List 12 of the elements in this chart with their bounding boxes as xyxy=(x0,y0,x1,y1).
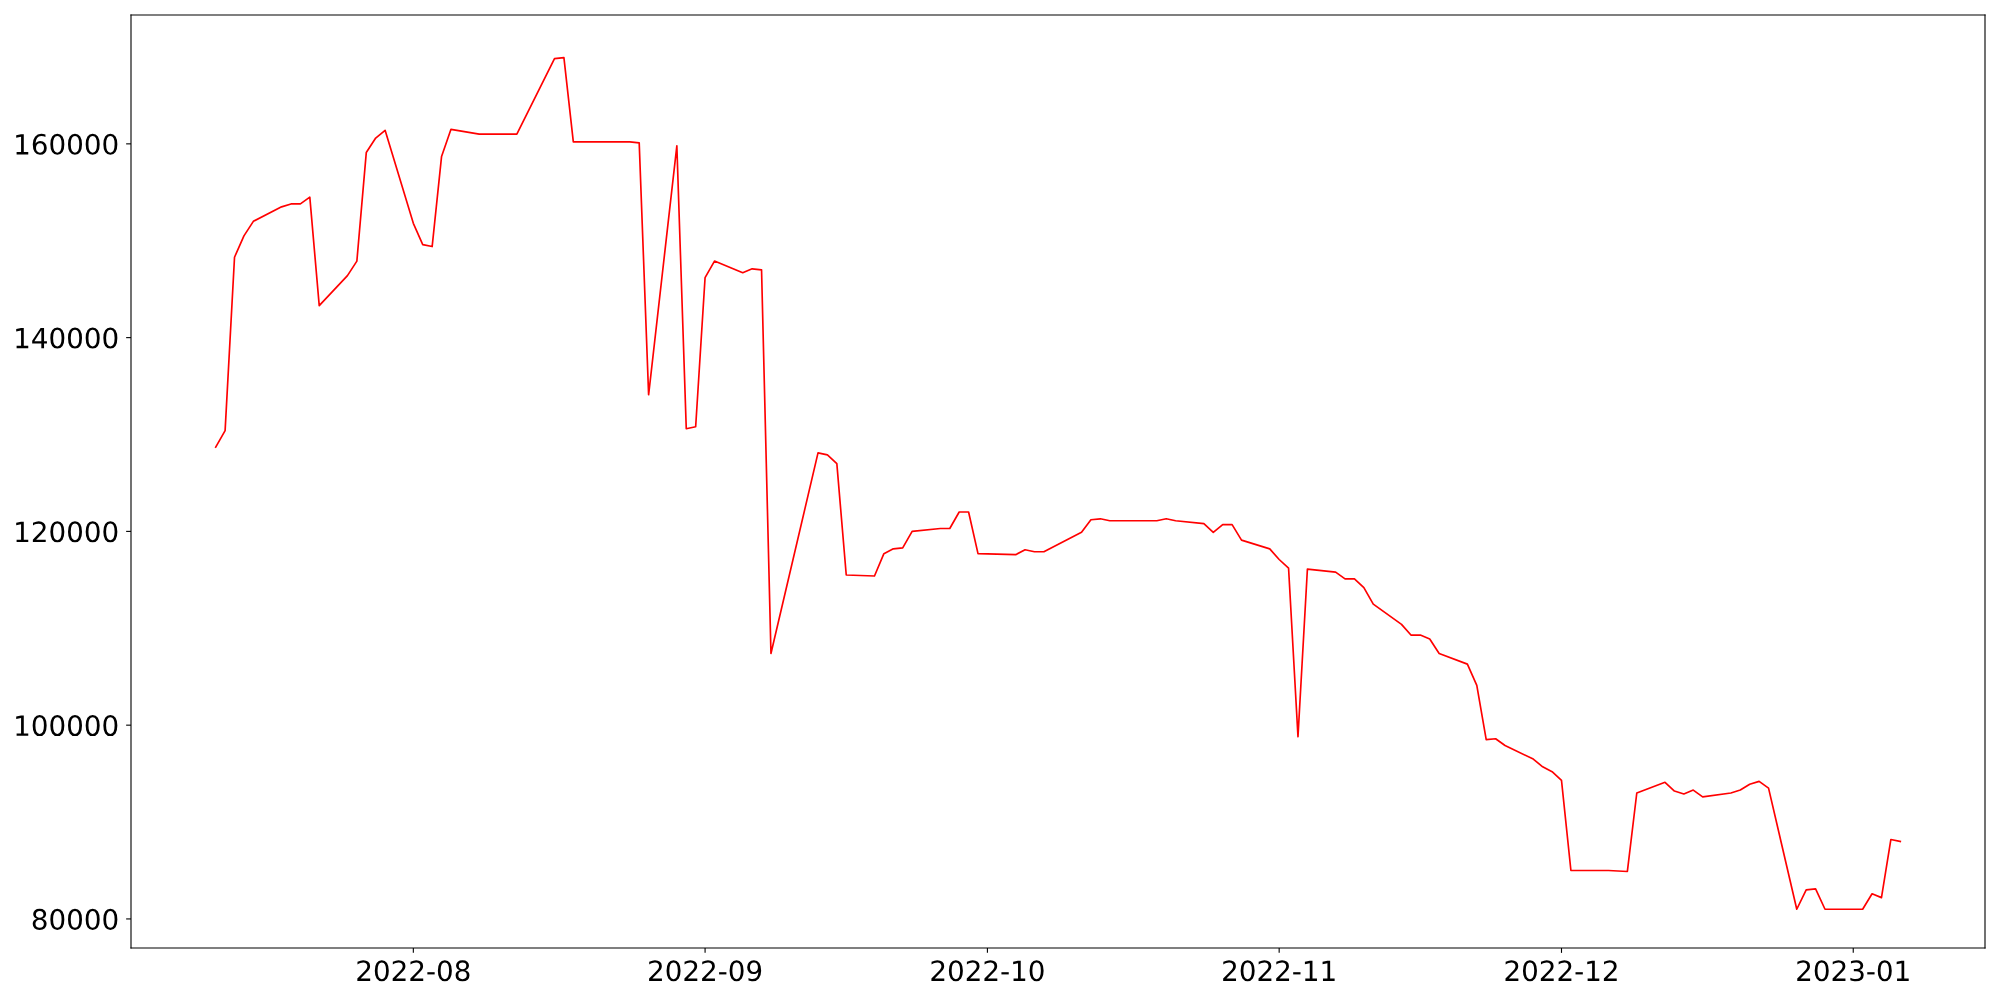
y-tick-label: 140000 xyxy=(16,327,118,349)
x-tick-label: 2022-09 xyxy=(649,960,762,982)
x-tick-label: 2022-08 xyxy=(357,960,470,982)
x-tick-label: 2023-01 xyxy=(1797,960,1909,982)
y-tick-label: 80000 xyxy=(32,908,118,930)
x-tick-label: 2022-11 xyxy=(1223,960,1335,982)
line-series xyxy=(214,56,1902,911)
x-tick-label: 2022-12 xyxy=(1505,960,1617,982)
x-tick-label: 2022-10 xyxy=(931,960,1044,982)
y-tick-label: 160000 xyxy=(16,133,118,155)
y-tick-label: 100000 xyxy=(16,715,118,737)
y-tick-label: 120000 xyxy=(16,521,118,543)
